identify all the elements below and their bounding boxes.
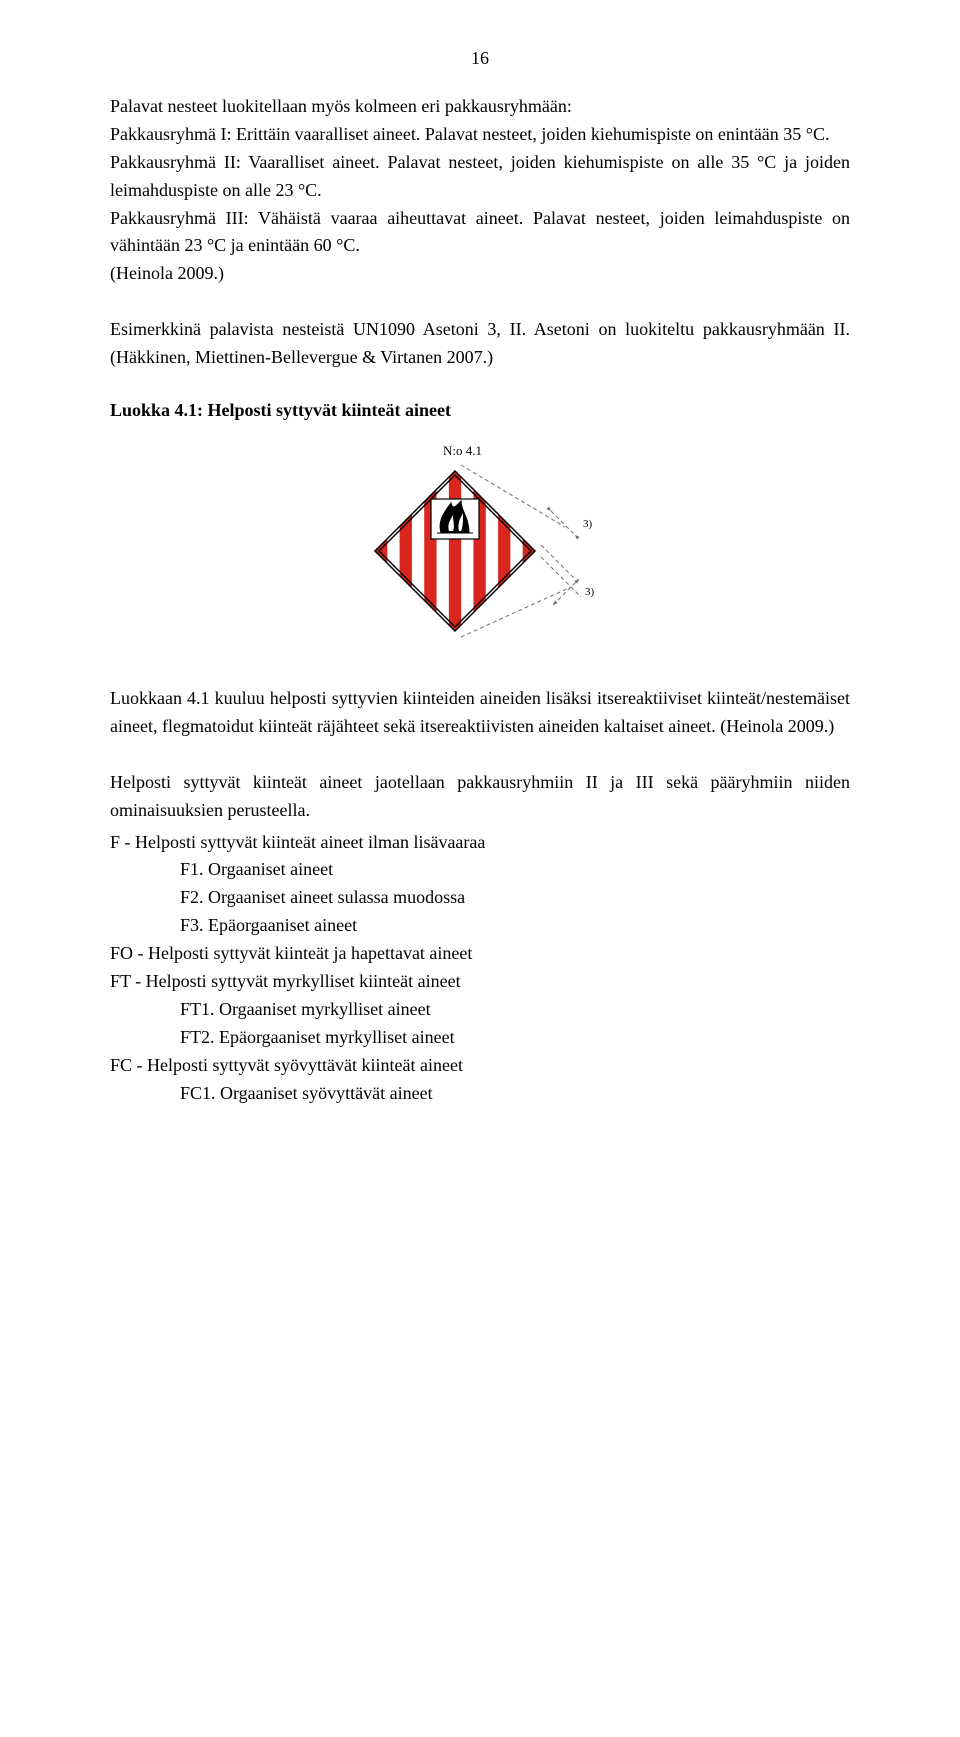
paragraph-2: Esimerkkinä palavista nesteistä UN1090 A…: [110, 316, 850, 372]
svg-text:3): 3): [585, 586, 595, 598]
page-number: 16: [110, 48, 850, 69]
heading-class-4-1: Luokka 4.1: Helposti syttyvät kiinteät a…: [110, 400, 850, 421]
list-line-FO: FO - Helposti syttyvät kiinteät ja hapet…: [110, 940, 850, 968]
list-line-F: F - Helposti syttyvät kiinteät aineet il…: [110, 829, 850, 857]
list-line-F3: F3. Epäorgaaniset aineet: [110, 912, 850, 940]
list-line-FC1: FC1. Orgaaniset syövyttävät aineet: [110, 1080, 850, 1108]
document-page: 16 Palavat nesteet luokitellaan myös kol…: [0, 0, 960, 1167]
list-line-FT2: FT2. Epäorgaaniset myrkylliset aineet: [110, 1024, 850, 1052]
paragraph-4: Helposti syttyvät kiinteät aineet jaotel…: [110, 769, 850, 825]
paragraph-3: Luokkaan 4.1 kuuluu helposti syttyvien k…: [110, 685, 850, 741]
list-line-FT: FT - Helposti syttyvät myrkylliset kiint…: [110, 968, 850, 996]
list-line-F2: F2. Orgaaniset aineet sulassa muodossa: [110, 884, 850, 912]
svg-text:3): 3): [583, 518, 593, 530]
list-line-FC: FC - Helposti syttyvät syövyttävät kiint…: [110, 1052, 850, 1080]
svg-text:N:o 4.1: N:o 4.1: [443, 443, 482, 458]
list-line-F1: F1. Orgaaniset aineet: [110, 856, 850, 884]
hazard-diagram-4-1: 3) 3) N:o 4.1: [110, 431, 850, 651]
hazard-svg: 3) 3) N:o 4.1: [340, 431, 620, 651]
paragraph-1: Palavat nesteet luokitellaan myös kolmee…: [110, 93, 850, 288]
list-line-FT1: FT1. Orgaaniset myrkylliset aineet: [110, 996, 850, 1024]
